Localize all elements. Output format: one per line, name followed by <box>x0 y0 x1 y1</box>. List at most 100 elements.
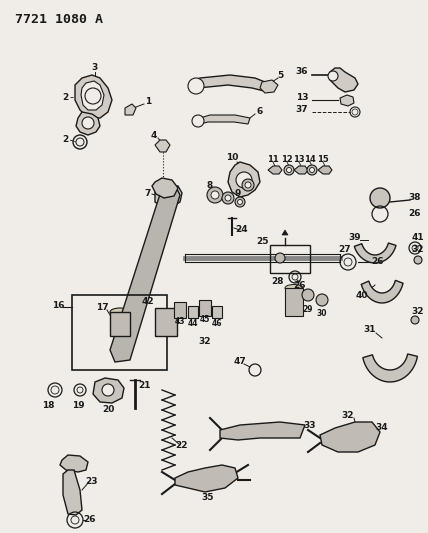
Text: 21: 21 <box>139 381 151 390</box>
Text: 47: 47 <box>234 358 247 367</box>
Text: 1: 1 <box>145 98 151 107</box>
Polygon shape <box>200 115 250 124</box>
Text: 6: 6 <box>257 108 263 117</box>
Polygon shape <box>354 243 396 263</box>
Text: 44: 44 <box>188 319 198 328</box>
Text: 18: 18 <box>42 400 54 409</box>
Circle shape <box>414 256 422 264</box>
Circle shape <box>309 167 315 173</box>
Bar <box>110 312 130 336</box>
Text: 15: 15 <box>317 156 329 165</box>
Polygon shape <box>155 140 170 152</box>
Text: 26: 26 <box>294 280 306 289</box>
Text: 35: 35 <box>202 492 214 502</box>
Circle shape <box>85 88 101 104</box>
Text: 34: 34 <box>376 424 388 432</box>
Text: 8: 8 <box>207 181 213 190</box>
Bar <box>270 245 310 273</box>
Text: 5: 5 <box>277 70 283 79</box>
Text: 22: 22 <box>176 440 188 449</box>
Text: 30: 30 <box>317 310 327 319</box>
Text: 46: 46 <box>212 319 222 328</box>
Text: 43: 43 <box>175 318 185 327</box>
Bar <box>212 306 222 318</box>
Text: 32: 32 <box>342 410 354 419</box>
Polygon shape <box>260 80 278 93</box>
Circle shape <box>211 191 219 199</box>
Circle shape <box>188 78 204 94</box>
Text: 33: 33 <box>304 421 316 430</box>
Text: 16: 16 <box>52 301 64 310</box>
Text: 11: 11 <box>267 156 279 165</box>
Polygon shape <box>268 166 282 174</box>
Circle shape <box>222 192 234 204</box>
Text: 9: 9 <box>235 189 241 198</box>
Ellipse shape <box>285 285 303 292</box>
Bar <box>72 295 167 370</box>
Circle shape <box>225 195 231 201</box>
Text: 2: 2 <box>62 135 68 144</box>
Polygon shape <box>152 178 178 198</box>
Text: 28: 28 <box>272 278 284 287</box>
Circle shape <box>307 165 317 175</box>
Circle shape <box>238 199 243 205</box>
Text: 41: 41 <box>412 233 424 243</box>
Text: 45: 45 <box>200 316 210 325</box>
Circle shape <box>275 253 285 263</box>
Text: 26: 26 <box>372 257 384 266</box>
Circle shape <box>207 187 223 203</box>
Circle shape <box>411 316 419 324</box>
Bar <box>174 302 186 318</box>
Circle shape <box>284 165 294 175</box>
Circle shape <box>286 167 291 173</box>
Polygon shape <box>330 68 358 92</box>
Polygon shape <box>320 422 380 452</box>
Text: 24: 24 <box>236 225 248 235</box>
Circle shape <box>82 117 94 129</box>
Text: 27: 27 <box>339 246 351 254</box>
Polygon shape <box>228 162 260 197</box>
Polygon shape <box>294 166 308 174</box>
Text: 20: 20 <box>102 406 114 415</box>
Circle shape <box>328 71 338 81</box>
Text: 12: 12 <box>281 156 293 165</box>
Polygon shape <box>175 465 238 492</box>
Polygon shape <box>110 185 180 362</box>
Polygon shape <box>60 455 88 472</box>
Text: 26: 26 <box>409 208 421 217</box>
Polygon shape <box>155 185 182 207</box>
Bar <box>285 288 303 316</box>
Text: 32: 32 <box>412 308 424 317</box>
Text: 17: 17 <box>96 303 108 311</box>
Text: 2: 2 <box>62 93 68 101</box>
Bar <box>155 308 177 336</box>
Text: 19: 19 <box>71 400 84 409</box>
Polygon shape <box>220 422 305 440</box>
Text: 32: 32 <box>199 337 211 346</box>
Polygon shape <box>318 166 332 174</box>
Text: 39: 39 <box>349 233 361 243</box>
Polygon shape <box>93 378 124 403</box>
Text: 32: 32 <box>412 246 424 254</box>
Circle shape <box>370 188 390 208</box>
Text: 42: 42 <box>142 297 155 306</box>
Text: 10: 10 <box>226 152 238 161</box>
Text: 23: 23 <box>86 478 98 487</box>
Circle shape <box>162 191 174 203</box>
Bar <box>199 300 211 316</box>
Text: 7: 7 <box>145 189 151 198</box>
Circle shape <box>235 197 245 207</box>
Ellipse shape <box>110 308 130 316</box>
Polygon shape <box>190 75 270 92</box>
Circle shape <box>236 172 252 188</box>
Polygon shape <box>63 470 82 515</box>
Polygon shape <box>363 354 417 382</box>
Circle shape <box>302 289 314 301</box>
Bar <box>188 306 198 318</box>
Circle shape <box>102 384 114 396</box>
Circle shape <box>242 179 254 191</box>
Text: 4: 4 <box>151 131 157 140</box>
Circle shape <box>245 182 251 188</box>
Text: 13: 13 <box>296 93 308 101</box>
Polygon shape <box>340 95 354 106</box>
